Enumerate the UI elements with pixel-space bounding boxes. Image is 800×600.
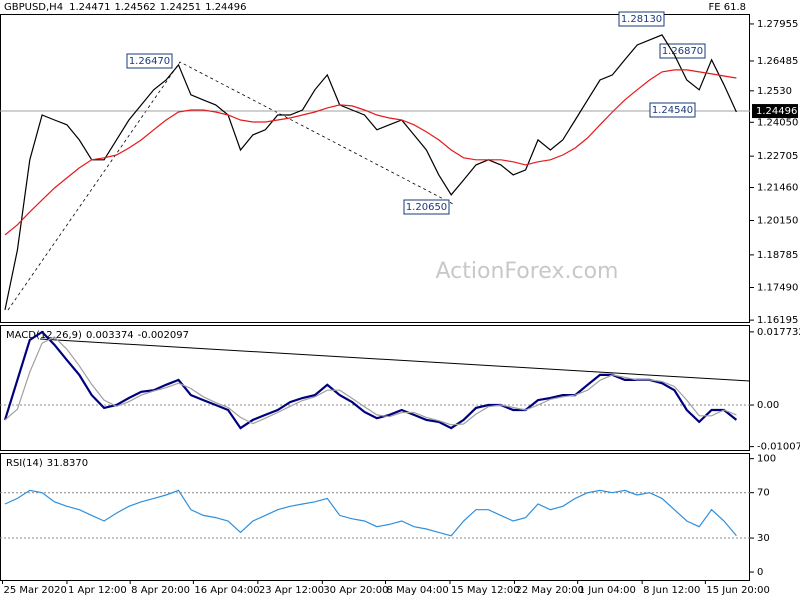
open: 1.24471: [69, 2, 110, 13]
fib-label: FE 61.8: [708, 2, 746, 13]
rsi-frame: [0, 453, 750, 581]
x-tick-label: 15 May 12:00: [451, 585, 520, 596]
x-tick-label: 8 Jun 12:00: [643, 585, 700, 596]
high: 1.24562: [114, 2, 155, 13]
series-line: [4, 34, 737, 311]
series-line: [4, 69, 737, 236]
y-tick-label: 70: [757, 488, 770, 499]
signal-reading: -0.002097: [138, 330, 189, 341]
low: 1.24251: [160, 2, 201, 13]
y-tick-label: 1.18785: [757, 250, 798, 261]
y-tick-label: -0.010075: [757, 442, 800, 453]
x-tick-label: 25 Mar 2020: [3, 585, 66, 596]
x-tick-label: 15 Jun 20:00: [706, 585, 770, 596]
y-tick-label: 1.22705: [757, 151, 798, 162]
y-tick-label: 1.27955: [757, 19, 798, 30]
x-tick-label: 8 Apr 20:00: [131, 585, 190, 596]
annotation-box: [126, 53, 173, 69]
x-tick-label: 16 Apr 04:00: [194, 585, 259, 596]
series-line: [4, 489, 737, 537]
annotation-box: [618, 11, 665, 27]
current-price-label: 1.24496: [756, 106, 797, 117]
rsi-title: RSI(14): [6, 458, 43, 469]
y-tick-label: 1.20150: [757, 216, 798, 227]
x-tick-label: 8 May 04:00: [387, 585, 449, 596]
annotation: 1.26470: [129, 56, 170, 67]
y-tick-label: 30: [757, 533, 770, 544]
x-tick-label: 1 Jun 04:00: [579, 585, 636, 596]
annotation: 1.26870: [662, 46, 703, 57]
y-tick-label: 0.00: [757, 400, 779, 411]
series-line: [4, 336, 737, 426]
macd-trendline: [39, 338, 751, 382]
x-tick-label: 1 Apr 12:00: [68, 585, 127, 596]
x-tick-label: 22 May 20:00: [515, 585, 584, 596]
symbol: GBPUSD,H4 1.24471 1.24562 1.24251 1.24496: [4, 2, 247, 13]
close: 1.24496: [205, 2, 246, 13]
annotation-box: [659, 43, 706, 59]
annotation-box: [649, 102, 696, 118]
rsi-reading: 31.8370: [47, 458, 88, 469]
watermark: ActionForex.com: [436, 259, 619, 284]
y-tick-label: 1.16195: [757, 315, 798, 326]
y-tick-label: 1.17490: [757, 282, 798, 293]
y-tick-label: 0.017732: [757, 327, 800, 338]
y-tick-label: 1.24050: [757, 117, 798, 128]
macd-reading: 0.003374: [86, 330, 134, 341]
y-tick-label: 1.2530: [757, 86, 792, 97]
annotation: 1.28130: [621, 14, 662, 25]
symbol-name: GBPUSD,H4: [4, 2, 63, 13]
y-tick-label: 1.26485: [757, 56, 798, 67]
annotation: 1.20650: [406, 202, 447, 213]
macd-frame: [0, 325, 750, 451]
rsi-label: RSI(14) 31.8370: [6, 458, 88, 469]
y-tick-label: 0: [757, 567, 763, 578]
current-price-box: [752, 104, 798, 119]
x-tick-label: 30 Apr 20:00: [323, 585, 388, 596]
y-tick-label: 1.21460: [757, 183, 798, 194]
macd-label: MACD(12,26,9) 0.003374 -0.002097: [6, 330, 189, 341]
x-tick-label: 23 Apr 12:00: [259, 585, 324, 596]
annotation-box: [403, 199, 450, 215]
zigzag: [7, 61, 456, 311]
y-tick-label: 100: [757, 454, 776, 465]
annotation: 1.24540: [652, 105, 693, 116]
price-frame: [0, 14, 750, 323]
